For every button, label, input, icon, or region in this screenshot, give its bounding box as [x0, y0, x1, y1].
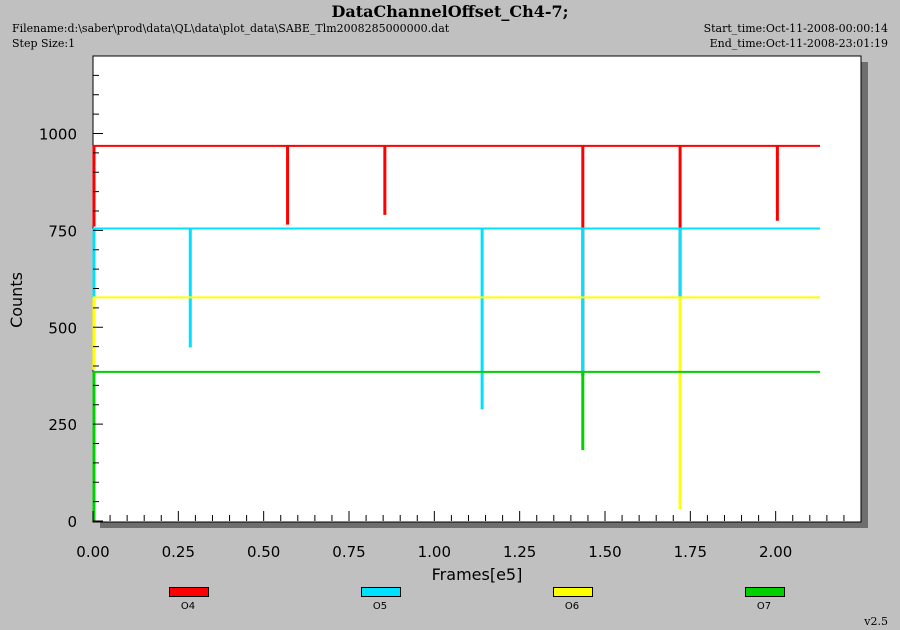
y-axis-label: Counts [7, 272, 26, 328]
y-tick-label: 750 [48, 222, 77, 240]
legend-swatch-o6 [553, 587, 593, 597]
end-time-label: End_time:Oct-11-2008-23:01:19 [709, 37, 888, 50]
y-tick-label: 500 [48, 319, 77, 337]
x-tick-label: 1.00 [418, 543, 451, 561]
legend-label-o7: O7 [756, 601, 772, 612]
x-tick-label: 0.00 [76, 543, 109, 561]
legend-label-o5: O5 [372, 601, 388, 612]
legend-swatch-o7 [745, 587, 785, 597]
x-tick-label: 2.00 [759, 543, 792, 561]
x-tick-label: 1.75 [674, 543, 707, 561]
plot-area [92, 55, 862, 523]
legend-label-o4: O4 [180, 601, 196, 612]
x-tick-label: 0.75 [332, 543, 365, 561]
start-time-label: Start_time:Oct-11-2008-00:00:14 [703, 22, 888, 35]
label-layer: 0.00 0.25 0.50 0.75 1.00 1.25 1.50 1.75 2.00 0 250… [39, 126, 793, 562]
version-label: v2.5 [864, 615, 888, 628]
x-tick-label: 1.25 [503, 543, 536, 561]
series-layer [92, 144, 821, 521]
series-o7 [92, 370, 821, 521]
x-tick-label: 0.50 [247, 543, 280, 561]
series-o4 [92, 144, 821, 376]
legend-swatch-o5 [361, 587, 401, 597]
chart-title: DataChannelOffset_Ch4-7; [331, 2, 569, 21]
filename-label: Filename:d:\saber\prod\data\QL\data\plot… [12, 22, 450, 35]
step-size-label: Step Size:1 [12, 37, 76, 50]
y-tick-label: 1000 [39, 126, 77, 144]
x-tick-label: 0.25 [162, 543, 195, 561]
x-axis-label: Frames[e5] [432, 565, 523, 584]
x-tick-label: 1.50 [588, 543, 621, 561]
tick-layer [92, 55, 845, 522]
legend-label-o6: O6 [564, 601, 580, 612]
series-o6 [92, 296, 821, 510]
legend-swatch-o4 [169, 587, 209, 597]
y-tick-label: 0 [67, 513, 77, 531]
y-tick-label: 250 [48, 416, 77, 434]
